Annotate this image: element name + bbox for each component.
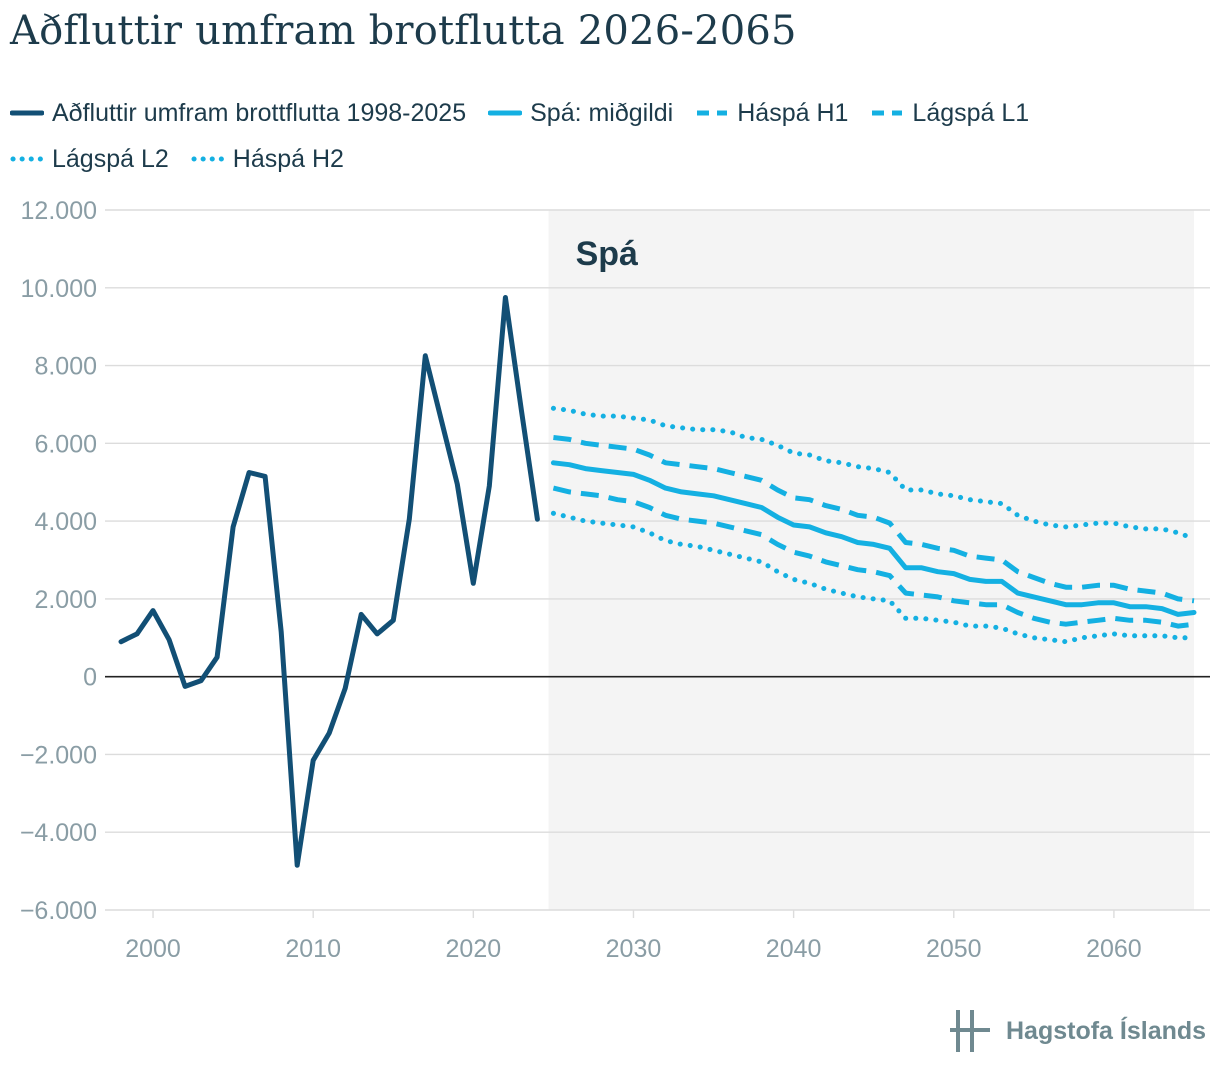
y-tick-label: 6.000 bbox=[34, 430, 97, 458]
legend-item-l2: Lágspá L2 bbox=[10, 145, 169, 174]
legend-label: Aðfluttir umfram brottflutta 1998-2025 bbox=[52, 98, 467, 127]
legend-swatch-dashed bbox=[697, 110, 728, 116]
legend-item-l1: Lágspá L1 bbox=[870, 99, 1029, 128]
series-line-0 bbox=[118, 295, 540, 868]
legend-row-2: Lágspá L2 Háspá H2 bbox=[10, 136, 1210, 182]
logo-text: Hagstofa Íslands bbox=[1006, 1016, 1207, 1045]
x-tick-label: 2020 bbox=[446, 935, 502, 963]
legend-swatch-solid bbox=[488, 110, 523, 116]
legend-label: Lágspá L1 bbox=[912, 98, 1030, 127]
hagstofa-logo-icon bbox=[950, 1010, 990, 1052]
legend-label: Lágspá L2 bbox=[52, 144, 169, 173]
line-chart: Spá −6.000 −4.000 −2.000 0 2.000 4.000 6.000 8.0… bbox=[20, 197, 1210, 963]
legend-label: Háspá H2 bbox=[232, 144, 344, 173]
y-tick-label: −2.000 bbox=[20, 741, 97, 769]
legend-item-history: Aðfluttir umfram brottflutta 1998-2025 bbox=[10, 99, 466, 128]
y-tick-label: 12.000 bbox=[21, 197, 97, 225]
y-tick-label: 4.000 bbox=[34, 508, 97, 536]
y-tick-label: −4.000 bbox=[20, 819, 97, 847]
legend-label: Spá: miðgildi bbox=[530, 98, 674, 127]
legend-label: Háspá H1 bbox=[737, 98, 849, 127]
series-line-1 bbox=[550, 460, 1197, 617]
legend-swatch-dashed bbox=[872, 110, 903, 116]
x-tick-label: 2010 bbox=[285, 935, 341, 963]
y-tick-label: 8.000 bbox=[34, 353, 97, 381]
legend-item-h2: Háspá H2 bbox=[191, 145, 344, 174]
chart-title: Aðfluttir umfram brotflutta 2026-2065 bbox=[10, 8, 797, 54]
y-tick-label: 0 bbox=[83, 664, 97, 692]
forecast-label: Spá bbox=[576, 235, 638, 273]
legend: Aðfluttir umfram brottflutta 1998-2025 S… bbox=[10, 90, 1210, 182]
x-tick-label: 2050 bbox=[926, 935, 982, 963]
x-tick-label: 2060 bbox=[1086, 935, 1142, 963]
y-tick-label: 10.000 bbox=[21, 275, 97, 303]
legend-item-median: Spá: miðgildi bbox=[488, 99, 673, 128]
y-tick-label: −6.000 bbox=[20, 897, 97, 925]
legend-swatch-solid-dark bbox=[10, 110, 44, 116]
y-tick-label: 2.000 bbox=[34, 586, 97, 614]
series-line-4 bbox=[550, 510, 1197, 645]
legend-item-h1: Háspá H1 bbox=[695, 99, 848, 128]
x-tick-label: 2040 bbox=[766, 935, 822, 963]
series-line-2 bbox=[553, 435, 1195, 604]
x-tick-label: 2030 bbox=[606, 935, 662, 963]
legend-row-1: Aðfluttir umfram brottflutta 1998-2025 S… bbox=[10, 90, 1210, 136]
series-line-5 bbox=[550, 405, 1197, 542]
forecast-shade bbox=[548, 210, 1194, 910]
hagstofa-logo: Hagstofa Íslands bbox=[950, 1008, 1206, 1054]
x-tick-label: 2000 bbox=[125, 935, 181, 963]
